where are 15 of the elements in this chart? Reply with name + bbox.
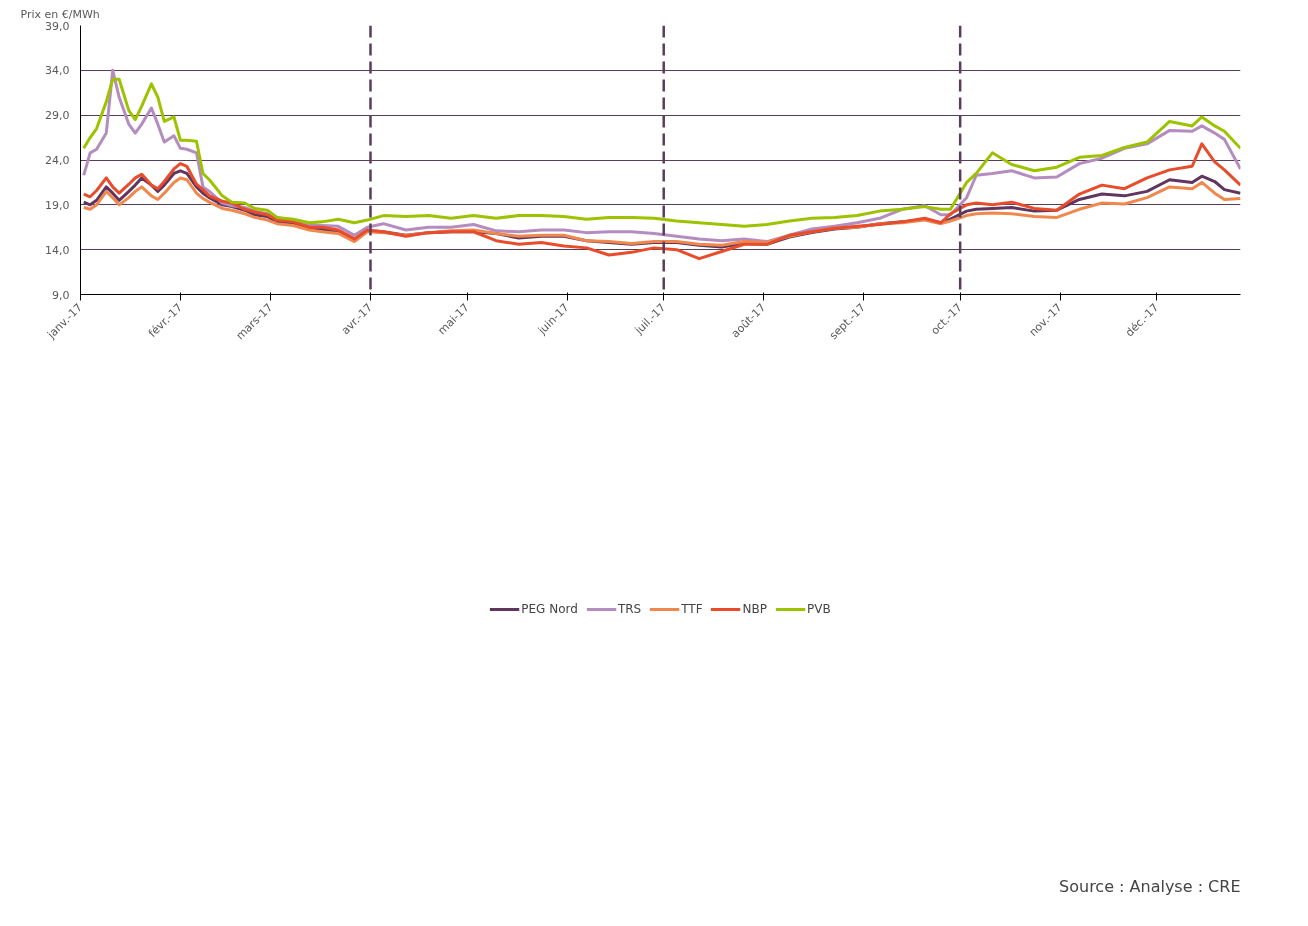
- y-tick-label: 39,0: [45, 19, 70, 33]
- legend-label: NBP: [742, 601, 768, 616]
- y-tick-label: 34,0: [45, 64, 70, 78]
- source-note: Source : Analyse : CRE: [1059, 876, 1241, 896]
- y-axis-title: Prix en €/MWh: [20, 7, 100, 21]
- legend-label: PVB: [807, 601, 831, 616]
- legend-label: PEG Nord: [521, 601, 578, 616]
- y-tick-label: 9,0: [52, 288, 70, 302]
- y-tick-label: 14,0: [45, 243, 70, 257]
- y-tick-label: 24,0: [45, 154, 70, 167]
- y-tick-label: 19,0: [45, 198, 70, 212]
- y-tick-label: 29,0: [45, 109, 70, 123]
- legend-label: TRS: [617, 601, 642, 616]
- legend-label: TTF: [681, 601, 703, 616]
- line-series: [82, 142, 1241, 261]
